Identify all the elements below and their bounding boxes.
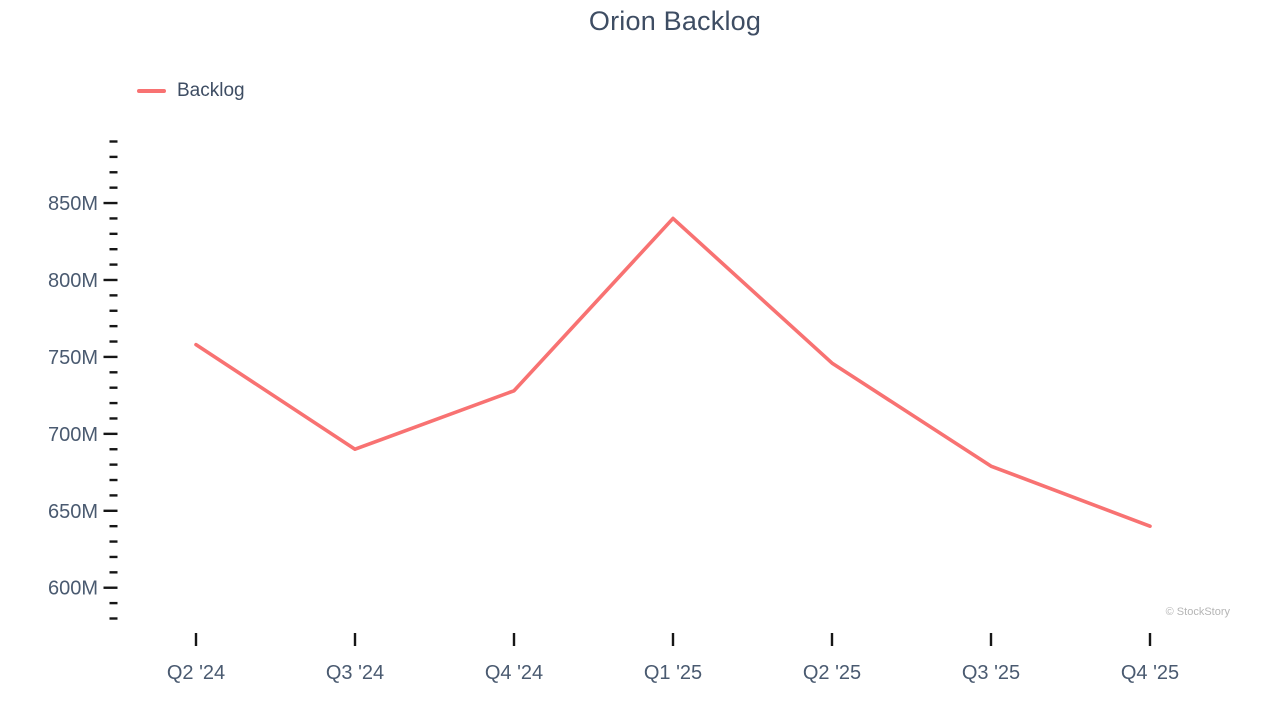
legend-swatch-backlog bbox=[137, 89, 166, 93]
legend-label-backlog: Backlog bbox=[177, 80, 245, 101]
series-line-backlog bbox=[194, 216, 1152, 528]
x-axis-label: Q1 '25 bbox=[644, 662, 702, 684]
x-axis-label: Q2 '24 bbox=[167, 662, 225, 684]
y-axis-label: 800M bbox=[48, 270, 98, 292]
watermark: © StockStory bbox=[1165, 606, 1230, 618]
y-axis-label: 750M bbox=[48, 347, 98, 369]
y-axis-label: 600M bbox=[48, 578, 98, 600]
x-axis-label: Q3 '25 bbox=[962, 662, 1020, 684]
legend: Backlog bbox=[137, 80, 245, 102]
x-axis-label: Q3 '24 bbox=[326, 662, 384, 684]
y-axis-label: 850M bbox=[48, 193, 98, 215]
x-axis-label: Q2 '25 bbox=[803, 662, 861, 684]
x-axis-label: Q4 '24 bbox=[485, 662, 543, 684]
page-title: Orion Backlog bbox=[588, 6, 762, 36]
x-axis-label: Q4 '25 bbox=[1121, 662, 1179, 684]
y-axis-label: 650M bbox=[48, 501, 98, 523]
y-axis-label: 700M bbox=[48, 424, 98, 446]
